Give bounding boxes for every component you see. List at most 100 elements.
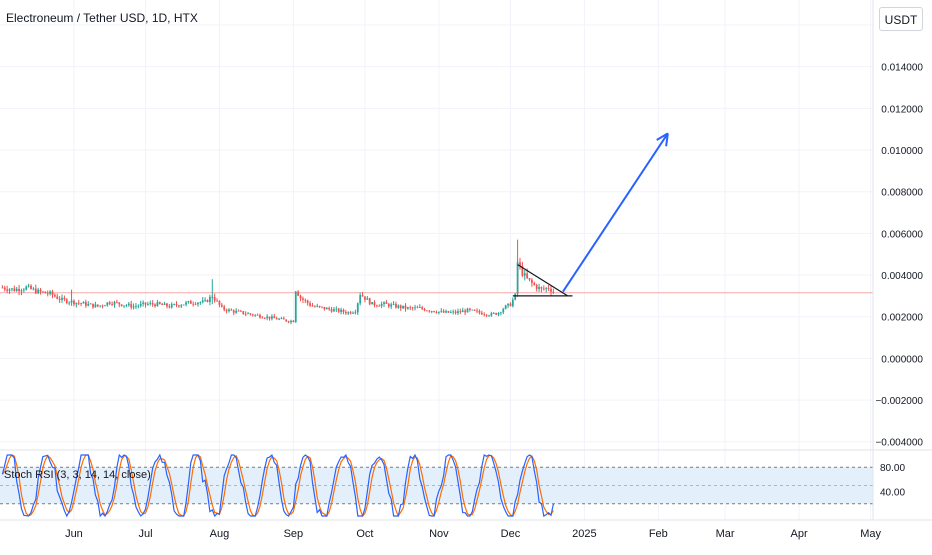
triangle-trendline	[517, 264, 569, 297]
candle-body	[368, 298, 371, 305]
candle-body	[199, 302, 202, 303]
target-arrow-head	[665, 133, 669, 147]
candle-body	[228, 309, 230, 312]
candle-body	[492, 313, 495, 314]
candle-body	[232, 310, 235, 313]
candle-body	[509, 303, 512, 307]
candle-body	[421, 307, 424, 309]
drawings[interactable]	[512, 132, 669, 297]
candle-body	[180, 305, 183, 307]
candle-body	[280, 318, 283, 320]
stoch-d-line	[1, 454, 554, 518]
candle-body	[397, 305, 400, 308]
candle-body	[497, 312, 500, 315]
candle-body	[6, 289, 9, 291]
indicator-label[interactable]: Stoch RSI (3, 3, 14, 14, close)	[4, 469, 151, 481]
candle-body	[82, 302, 85, 304]
candle-body	[249, 313, 252, 315]
candle-body	[49, 291, 51, 294]
candle-body	[330, 309, 333, 312]
candle-body	[13, 288, 16, 292]
candle-body	[428, 310, 431, 312]
candle-body	[511, 299, 514, 307]
candle-body	[266, 316, 269, 319]
candle-body	[385, 302, 388, 304]
candle-body	[294, 291, 297, 323]
candle-body	[309, 303, 311, 306]
currency-badge[interactable]: USDT	[879, 7, 923, 31]
y-tick-label: 0.004000	[881, 271, 923, 282]
y-tick-label: 0.008000	[881, 188, 923, 199]
x-tick-label: May	[860, 528, 881, 540]
candle-body	[447, 311, 450, 313]
candle-body	[390, 304, 393, 307]
candle-body	[34, 288, 37, 294]
candle-body	[137, 305, 140, 307]
candle-body	[192, 303, 195, 305]
candle-body	[550, 288, 552, 292]
y-tick-label: 0.000000	[881, 354, 923, 365]
candle-body	[304, 299, 307, 301]
candle-body	[108, 302, 111, 304]
candle-body	[77, 302, 80, 304]
candle-body	[158, 302, 161, 304]
candle-body	[411, 307, 414, 309]
candle-body	[316, 305, 319, 307]
candle-body	[354, 312, 357, 314]
candle-body	[87, 303, 90, 306]
candle-body	[399, 305, 402, 309]
candle-body	[170, 304, 173, 308]
candle-body	[378, 305, 381, 307]
candle-body	[32, 288, 35, 290]
candle-body	[490, 313, 493, 316]
candle-body	[335, 308, 338, 310]
stoch-k-line	[1, 453, 554, 518]
candle-body	[306, 300, 309, 304]
candle-body	[521, 265, 524, 276]
candle-body	[545, 287, 548, 289]
x-tick-label: 2025	[572, 528, 596, 540]
candle-body	[383, 302, 385, 304]
stoch-rsi-lines	[1, 453, 554, 518]
candle-body	[359, 295, 362, 304]
candle-body	[311, 305, 314, 307]
candle-body	[328, 307, 331, 310]
candle-body	[61, 297, 63, 300]
candle-body	[75, 302, 78, 305]
candle-body	[540, 287, 543, 289]
candle-body	[504, 305, 507, 309]
candle-body	[519, 262, 521, 266]
candle-body	[364, 296, 366, 300]
candle-body	[337, 308, 340, 312]
candle-body	[278, 318, 280, 320]
candle-body	[56, 296, 59, 299]
grid	[0, 0, 873, 520]
candle-body	[323, 306, 326, 310]
candle-body	[254, 314, 257, 316]
candle-body	[240, 310, 242, 312]
candle-body	[51, 291, 54, 296]
candle-body	[58, 298, 61, 300]
candle-body	[395, 303, 397, 308]
candle-body	[275, 318, 278, 320]
candle-body	[256, 314, 259, 316]
candle-body	[445, 311, 447, 313]
candle-body	[11, 288, 13, 290]
candle-body	[318, 305, 321, 307]
y-tick-label: 0.010000	[881, 146, 923, 157]
candle-body	[371, 302, 373, 305]
candle-body	[142, 302, 145, 304]
candle-body	[111, 303, 114, 305]
candle-body	[342, 309, 345, 313]
candle-body	[366, 298, 369, 300]
candle-body	[268, 316, 271, 319]
candle-body	[118, 302, 121, 305]
candle-body	[542, 288, 545, 290]
candle-body	[333, 309, 335, 312]
stoch-axis-label: 40.00	[880, 488, 905, 499]
candle-body	[101, 305, 104, 307]
candle-body	[466, 308, 469, 313]
candle-body	[161, 303, 164, 305]
candle-body	[373, 302, 376, 306]
